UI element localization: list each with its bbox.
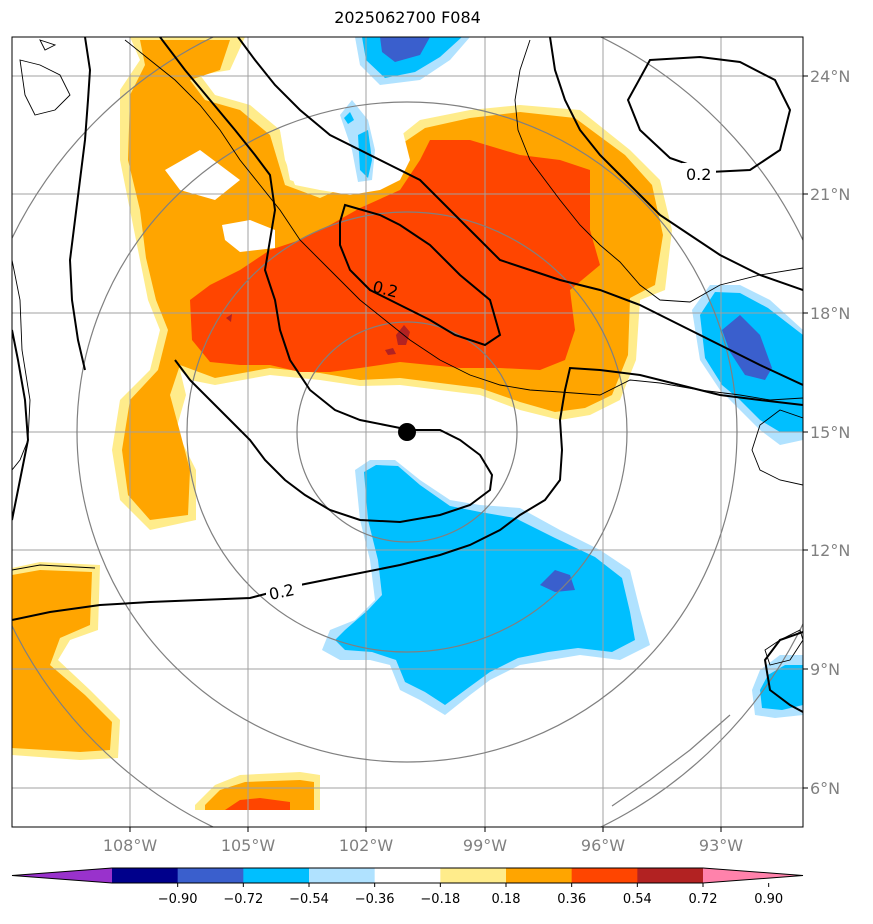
coastlines — [12, 39, 803, 666]
colorbar-tick-label: −0.54 — [289, 892, 329, 907]
colorbar-tick-label: −0.72 — [223, 892, 263, 907]
colorbar-tick-label: 0.36 — [557, 892, 586, 907]
colorbar-extend-low — [12, 868, 112, 883]
lon-label: 108°W — [103, 836, 158, 855]
colorbar-outline — [11, 867, 804, 884]
colorbar: −0.90 −0.72 −0.54 −0.36 −0.18 0.18 0.36 0.54 0.7… — [11, 867, 804, 907]
lon-label: 96°W — [581, 836, 625, 855]
lat-label: 21°N — [810, 185, 850, 204]
longitude-labels: 108°W 105°W 102°W 99°W 96°W 93°W — [103, 836, 743, 855]
colorbar-tick-label: −0.18 — [420, 892, 460, 907]
lon-label: 93°W — [699, 836, 743, 855]
contour-lines — [12, 37, 803, 713]
contour-labels: 0.2 0.2 0.2 — [266, 163, 716, 604]
colorbar-segment — [243, 868, 310, 883]
colorbar-segment — [374, 868, 441, 883]
colorbar-tick-label: −0.90 — [158, 892, 198, 907]
latitude-labels: 24°N 21°N 18°N 15°N 12°N 9°N 6°N — [810, 67, 850, 798]
colorbar-tick-label: −0.36 — [355, 892, 395, 907]
colorbar-segment — [506, 868, 573, 883]
colorbar-segment — [571, 868, 638, 883]
contour-label-upper-right: 0.2 — [686, 165, 711, 184]
lat-label: 12°N — [810, 541, 850, 560]
range-ring-partial — [611, 714, 731, 807]
lon-label: 99°W — [463, 836, 507, 855]
colorbar-segment — [637, 868, 704, 883]
lat-label: 24°N — [810, 67, 850, 86]
colorbar-segment — [440, 868, 507, 883]
lon-label: 105°W — [221, 836, 276, 855]
colorbar-tick-label: 0.90 — [754, 892, 783, 907]
lat-label: 18°N — [810, 304, 850, 323]
colorbar-segment — [112, 868, 179, 883]
lat-label: 15°N — [810, 423, 850, 442]
colorbar-tick-label: 0.54 — [623, 892, 652, 907]
colorbar-segment — [177, 868, 244, 883]
lat-label: 6°N — [810, 779, 840, 798]
lat-label: 9°N — [810, 660, 840, 679]
colorbar-segment — [309, 868, 376, 883]
axis-ticks — [129, 75, 808, 832]
contour-label-lower-left: 0.2 — [267, 580, 296, 604]
map-title: 2025062700 F084 — [334, 8, 481, 27]
positive-anomaly-fill — [12, 37, 672, 810]
colorbar-tick-label: 0.72 — [689, 892, 718, 907]
colorbar-tick-label: 0.18 — [492, 892, 521, 907]
colorbar-extend-high — [703, 868, 803, 883]
range-rings — [12, 37, 803, 827]
map-plot-area: 0.2 0.2 0.2 — [12, 37, 803, 827]
storm-center-marker — [398, 423, 416, 441]
lon-label: 102°W — [339, 836, 394, 855]
